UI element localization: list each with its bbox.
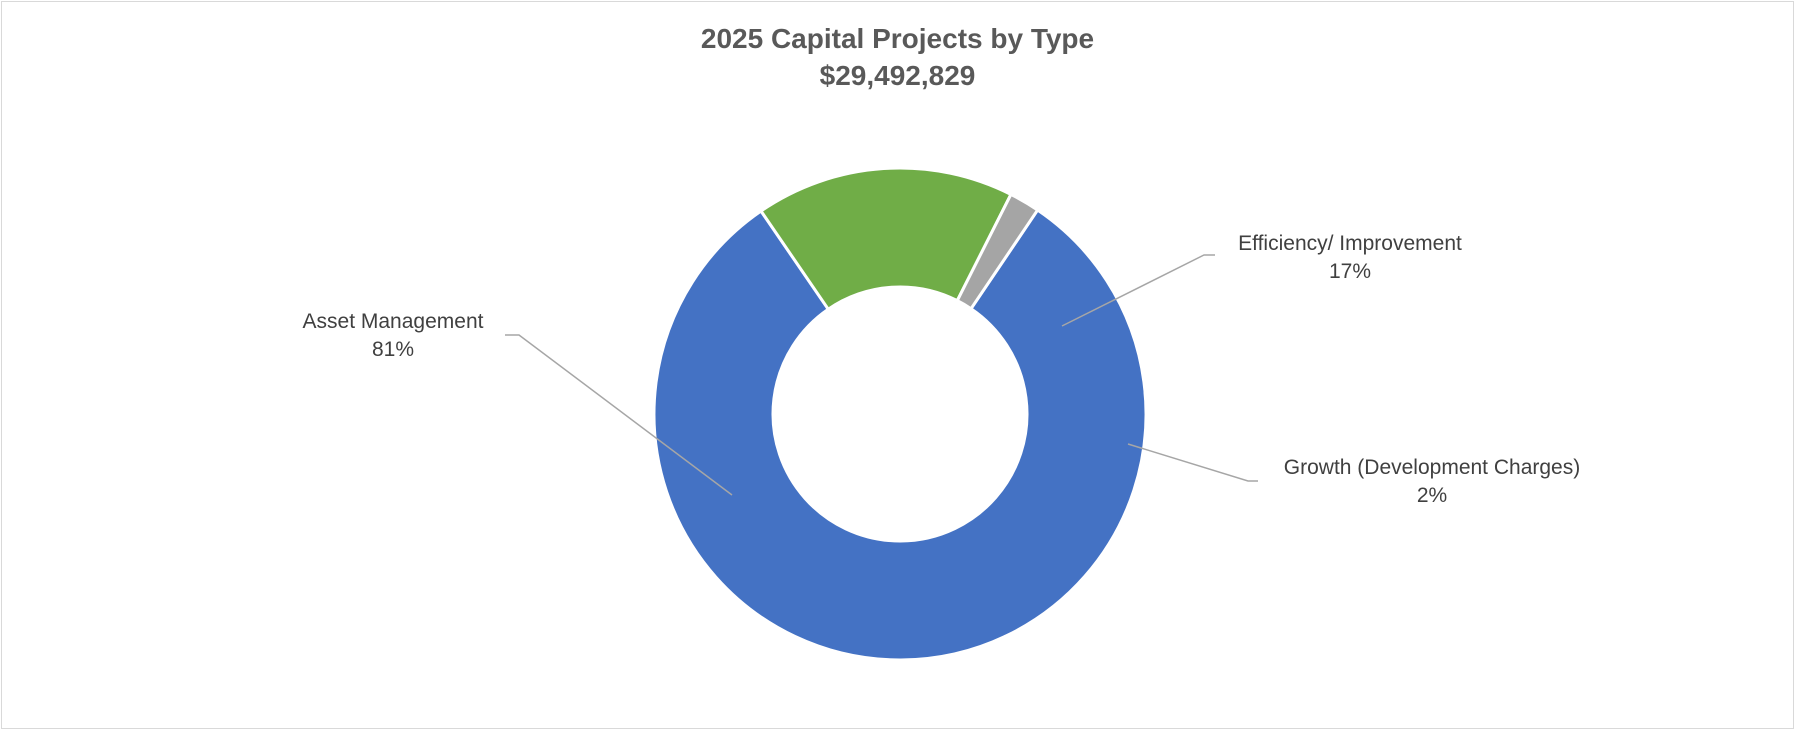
label-asset-management-name: Asset Management [303,310,484,333]
label-asset-management-pct: 81% [372,338,414,361]
leader-line-growth [1127,443,1258,482]
chart-title: 2025 Capital Projects by Type [700,23,1095,54]
label-efficiency-pct: 17% [1329,260,1371,283]
donut-slices [652,166,1148,662]
label-growth-pct: 2% [1417,484,1447,507]
slice-efficiency-improvement [758,166,1013,312]
label-growth-name: Growth (Development Charges) [1284,456,1580,479]
slice-asset-management [652,207,1148,662]
leader-lines [505,254,1258,496]
slice-growth [955,192,1040,311]
chart-subtitle: $29,492,829 [819,60,976,91]
leader-line-efficiency [1061,254,1215,327]
chart-title-block: 2025 Capital Projects by Type $29,492,82… [0,20,1795,94]
leader-line-asset-management [505,334,733,496]
label-efficiency-name: Efficiency/ Improvement [1238,232,1462,255]
